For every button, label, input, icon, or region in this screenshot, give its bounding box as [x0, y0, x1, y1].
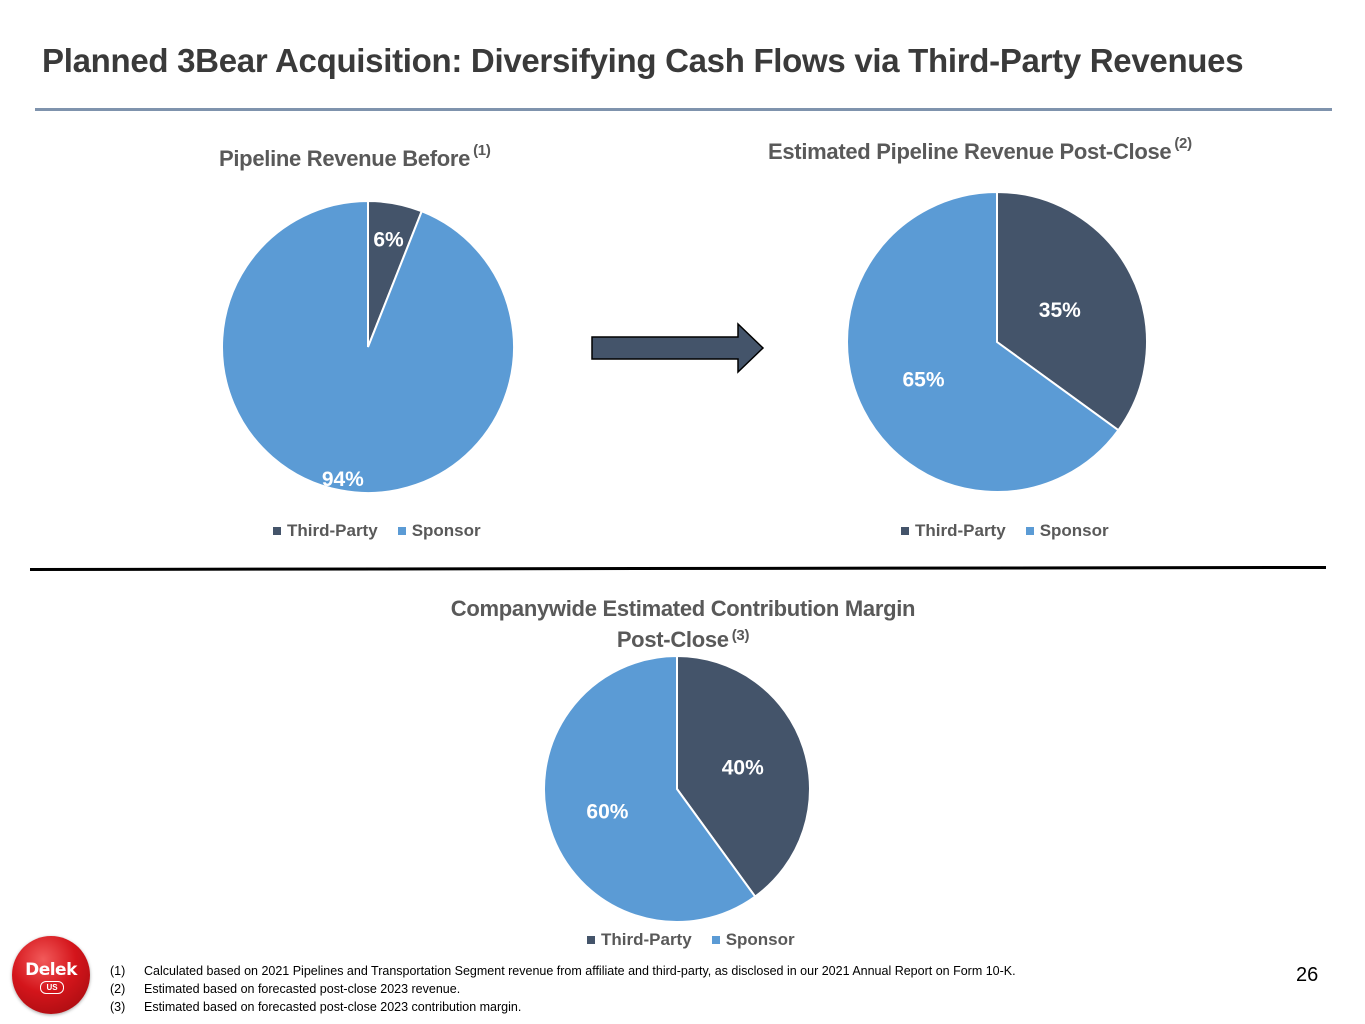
chart-title-post-close-note: (2) — [1174, 135, 1192, 152]
chart-title-before-text: Pipeline Revenue Before — [219, 146, 471, 171]
chart-title-margin-line2-wrap: Post-Close (3) — [408, 624, 958, 655]
page-number: 26 — [1296, 964, 1319, 986]
data-label-third-party: 35% — [1039, 299, 1081, 322]
chart-title-margin-line1: Companywide Estimated Contribution Margi… — [450, 596, 916, 621]
sponsor-swatch — [397, 527, 406, 535]
pie-chart-post-close: 35% 65% — [846, 190, 1148, 493]
pie-chart-margin: 40% 60% — [543, 654, 811, 923]
footnote-text: Estimated based on forecasted post-close… — [144, 1000, 522, 1014]
legend-post-close: Third-Party Sponsor — [901, 521, 1109, 541]
legend-before: Third-Party Sponsor — [273, 521, 481, 541]
chart-title-before-note: (1) — [473, 142, 491, 159]
footnote: (3) Estimated based on forecasted post-c… — [110, 998, 1016, 1016]
chart-title-before: Pipeline Revenue Before (1) — [219, 142, 491, 172]
title-divider — [35, 108, 1332, 111]
legend-label-sponsor: Sponsor — [411, 521, 481, 540]
data-label-sponsor: 94% — [322, 468, 364, 491]
pie-chart-before: 6% 94% — [221, 199, 515, 494]
pie-slice-sponsor — [846, 190, 1120, 493]
footnote-text: Calculated based on 2021 Pipelines and T… — [144, 964, 1016, 978]
legend-label-sponsor: Sponsor — [725, 930, 795, 949]
legend-label-third-party: Third-Party — [601, 930, 692, 949]
footnote: (1) Calculated based on 2021 Pipelines a… — [110, 962, 1016, 980]
delek-logo: Delek US — [12, 936, 90, 1014]
sponsor-swatch — [711, 936, 720, 944]
footnote: (2) Estimated based on forecasted post-c… — [110, 980, 1016, 998]
sponsor-swatch — [1025, 527, 1034, 535]
third-party-swatch — [273, 527, 281, 535]
chart-title-margin-line2: Post-Close — [616, 627, 729, 652]
logo-sub: US — [40, 981, 64, 994]
third-party-swatch — [901, 527, 909, 535]
legend-item-sponsor: Sponsor — [397, 521, 481, 541]
footnote-text: Estimated based on forecasted post-close… — [144, 982, 461, 996]
footnote-number: (1) — [110, 964, 126, 978]
legend-label-sponsor: Sponsor — [1039, 521, 1109, 540]
legend-label-third-party: Third-Party — [287, 521, 378, 540]
legend-item-sponsor: Sponsor — [711, 930, 795, 950]
chart-title-post-close: Estimated Pipeline Revenue Post-Close (2) — [768, 135, 1192, 165]
chart-title-margin-note: (3) — [731, 627, 750, 644]
third-party-swatch — [587, 936, 595, 944]
legend-item-third-party: Third-Party — [901, 521, 1006, 541]
data-label-third-party: 6% — [373, 228, 404, 251]
legend-margin: Third-Party Sponsor — [587, 930, 795, 950]
data-label-third-party: 40% — [722, 757, 764, 780]
pie-slice-third-party — [676, 654, 811, 898]
footnotes: (1) Calculated based on 2021 Pipelines a… — [110, 962, 1016, 1016]
chart-title-post-close-text: Estimated Pipeline Revenue Post-Close — [768, 139, 1172, 164]
pie-slice-sponsor — [543, 654, 757, 923]
chart-title-margin: Companywide Estimated Contribution Margi… — [408, 593, 958, 655]
footnote-number: (3) — [110, 1000, 126, 1014]
section-divider — [29, 565, 1327, 571]
data-label-sponsor: 65% — [902, 368, 944, 391]
legend-item-third-party: Third-Party — [587, 930, 692, 950]
right-arrow-icon — [591, 322, 765, 374]
legend-item-sponsor: Sponsor — [1025, 521, 1109, 541]
footnote-number: (2) — [110, 982, 126, 996]
pie-slice-third-party — [996, 190, 1148, 432]
data-label-sponsor: 60% — [586, 801, 628, 824]
logo-brand: Delek — [25, 960, 77, 980]
pie-slice-sponsor — [221, 199, 515, 494]
slide-title: Planned 3Bear Acquisition: Diversifying … — [42, 42, 1244, 79]
legend-item-third-party: Third-Party — [273, 521, 378, 541]
legend-label-third-party: Third-Party — [915, 521, 1006, 540]
